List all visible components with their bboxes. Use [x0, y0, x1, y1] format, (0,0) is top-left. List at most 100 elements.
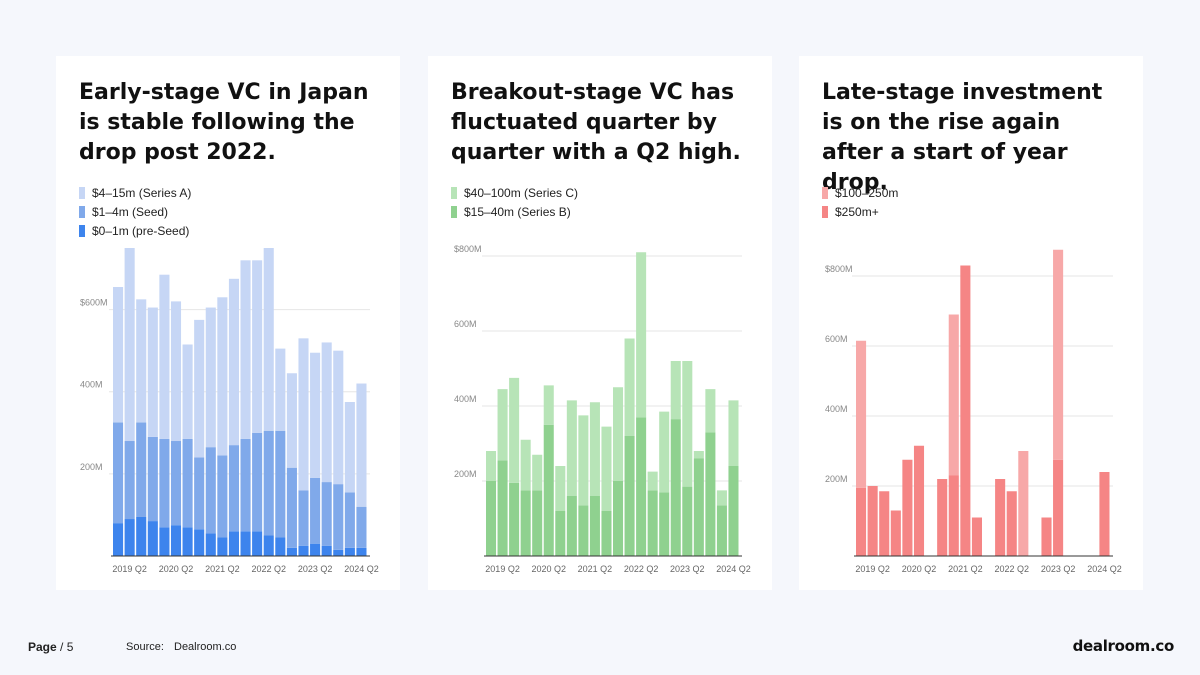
- bar-segment: [693, 451, 704, 459]
- legend-item: $40–100m (Series C): [451, 183, 578, 202]
- x-tick-label: 2021 Q2: [578, 564, 613, 574]
- bar-segment: [520, 439, 531, 491]
- bar-segment: [578, 505, 589, 556]
- bar-segment: [856, 340, 867, 488]
- bar-segment: [682, 486, 693, 556]
- bar-segment: [856, 487, 867, 556]
- bar-segment: [971, 517, 982, 556]
- bar-segment: [486, 451, 497, 481]
- bar-segment: [205, 533, 216, 556]
- legend-swatch: [451, 205, 457, 218]
- bar-segment: [1053, 459, 1064, 556]
- chart-panel-early-stage: Early-stage VC in Japan is stable follow…: [56, 56, 400, 590]
- bar-segment: [566, 400, 577, 496]
- bar-segment: [310, 352, 321, 478]
- x-tick-label: 2022 Q2: [994, 564, 1029, 574]
- legend-swatch: [822, 205, 828, 218]
- bar-segment: [879, 491, 890, 556]
- bar-segment: [310, 543, 321, 556]
- legend-label: $40–100m (Series C): [464, 185, 579, 200]
- bar-segment: [705, 432, 716, 556]
- bar-segment: [333, 350, 344, 485]
- bar-segment: [147, 307, 158, 437]
- bar-segment: [159, 527, 170, 556]
- bar-segment: [217, 455, 228, 538]
- bar-segment: [1041, 517, 1052, 556]
- x-tick-label: 2019 Q2: [855, 564, 890, 574]
- bar-segment: [252, 432, 263, 532]
- bar-segment: [252, 531, 263, 556]
- bar-segment: [298, 490, 309, 546]
- legend: $4–15m (Series A) $1–4m (Seed) $0–1m (pr…: [79, 183, 191, 240]
- bar-segment: [356, 547, 367, 556]
- bar-segment: [240, 438, 251, 532]
- bar-segment: [509, 482, 520, 556]
- bar-segment: [252, 260, 263, 433]
- x-tick-label: 2022 Q2: [624, 564, 659, 574]
- chart-panel-late-stage: Late-stage investment is on the rise aga…: [799, 56, 1143, 590]
- bar-segment: [275, 430, 286, 538]
- bar-segment: [647, 490, 658, 556]
- bar-segment: [613, 387, 624, 481]
- panel-title: Late-stage investment is on the rise aga…: [822, 80, 1103, 195]
- bar-segment: [532, 454, 543, 491]
- legend-label: $1–4m (Seed): [92, 204, 169, 219]
- legend-item: $1–4m (Seed): [79, 202, 191, 221]
- bar-segment: [589, 402, 600, 496]
- bar-segment: [136, 299, 147, 423]
- x-tick-label: 2020 Q2: [159, 564, 194, 574]
- bar-segment: [298, 338, 309, 491]
- bar-segment: [497, 460, 508, 556]
- bar-segment: [543, 385, 554, 425]
- bar-segment: [344, 402, 355, 493]
- bar-segment: [716, 505, 727, 556]
- bar-segment: [960, 265, 971, 556]
- y-tick-label: 400M: [825, 404, 848, 414]
- x-tick-label: 2023 Q2: [1041, 564, 1076, 574]
- bar-segment: [182, 438, 193, 528]
- y-tick-label: 600M: [454, 319, 477, 329]
- bar-segment: [205, 447, 216, 534]
- bar-segment: [321, 482, 332, 546]
- stacked-bar-chart: 200M 400M $600M 2019 Q2 2020 Q2 2021 Q2 2022 Q…: [80, 248, 379, 574]
- bar-segment: [486, 481, 497, 556]
- panel-title: Early-stage VC in Japan is stable follow…: [79, 80, 369, 165]
- bar-segment: [995, 479, 1006, 556]
- legend-swatch: [79, 186, 85, 199]
- bar-segment: [948, 314, 959, 476]
- chart-panel-breakout-stage: Breakout-stage VC has fluctuated quarter…: [428, 56, 772, 590]
- bar-segment: [124, 248, 135, 442]
- bar-segment: [670, 361, 681, 420]
- bar-segment: [159, 438, 170, 528]
- legend-label: $250m+: [835, 204, 879, 219]
- y-tick-label: 600M: [825, 334, 848, 344]
- bar-segment: [217, 297, 228, 456]
- bar-segment: [194, 457, 205, 530]
- legend-swatch: [79, 205, 85, 218]
- bar-segment: [182, 344, 193, 439]
- bar-segment: [286, 373, 297, 468]
- bar-segment: [136, 422, 147, 517]
- legend: $40–100m (Series C) $15–40m (Series B): [451, 183, 578, 221]
- x-tick-label: 2023 Q2: [298, 564, 333, 574]
- bar-segment: [228, 278, 239, 446]
- y-tick-label: 200M: [825, 474, 848, 484]
- legend-item: $0–1m (pre-Seed): [79, 221, 191, 240]
- x-tick-label: 2024 Q2: [1087, 564, 1122, 574]
- bar-segment: [705, 389, 716, 433]
- legend-swatch: [451, 186, 457, 199]
- bar-segment: [147, 436, 158, 522]
- source-value: Dealroom.co: [174, 641, 237, 653]
- bar-segment: [682, 361, 693, 487]
- x-tick-label: 2022 Q2: [251, 564, 286, 574]
- stacked-bar-chart: 200M 400M 600M $800M 2019 Q2 2020 Q2 2021 Q2 20…: [825, 249, 1122, 574]
- bar-segment: [344, 492, 355, 548]
- bar-segment: [647, 471, 658, 491]
- bar-segment: [532, 490, 543, 556]
- legend-swatch: [822, 186, 828, 199]
- bar-segment: [659, 411, 670, 493]
- bar-segment: [1053, 249, 1064, 460]
- bar-segment: [286, 467, 297, 548]
- bar-segment: [275, 537, 286, 556]
- x-tick-label: 2020 Q2: [902, 564, 937, 574]
